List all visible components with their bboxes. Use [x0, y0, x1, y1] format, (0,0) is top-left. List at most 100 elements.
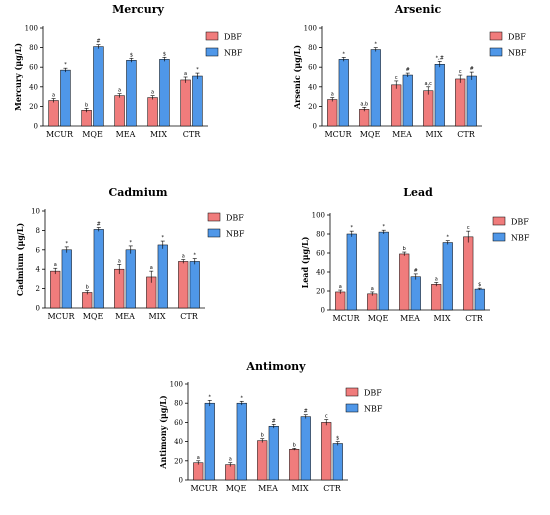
significance-label: c — [467, 225, 470, 231]
legend-swatch-dbf — [207, 212, 221, 222]
bar-nbf — [159, 59, 170, 127]
bar-nbf — [93, 229, 104, 309]
significance-label: a — [229, 457, 232, 463]
legend-label-nbf: NBF — [226, 230, 245, 239]
significance-label: a — [54, 262, 57, 268]
x-tick-label: CTR — [465, 314, 483, 323]
significance-label: # — [97, 221, 101, 227]
y-tick-label: 10 — [31, 208, 40, 216]
y-tick-label: 20 — [316, 288, 325, 296]
significance-label: * — [351, 225, 354, 231]
legend-label-nbf: NBF — [508, 49, 527, 58]
significance-label: * — [209, 394, 212, 400]
significance-label: * — [130, 240, 133, 246]
bar-nbf — [338, 59, 349, 127]
y-tick-label: 60 — [316, 250, 325, 258]
chart-title: Cadmium — [108, 186, 167, 199]
bar-nbf — [378, 231, 389, 311]
chart-title: Lead — [403, 186, 433, 199]
significance-label: * — [194, 253, 197, 259]
bar-nbf — [466, 75, 477, 127]
x-tick-label: MEA — [115, 312, 135, 321]
bar-nbf — [60, 69, 71, 127]
legend-swatch-nbf — [489, 47, 503, 57]
x-tick-label: MQE — [83, 312, 104, 321]
bar-nbf — [192, 75, 203, 127]
bar-nbf — [204, 402, 215, 481]
y-tick-label: 20 — [174, 457, 183, 465]
bar-nbf — [332, 443, 343, 481]
y-tick-label: 60 — [29, 64, 38, 72]
bar-dbf — [81, 110, 92, 127]
legend-swatch-nbf — [207, 228, 221, 238]
significance-label: * — [383, 224, 386, 230]
x-tick-label: MQE — [360, 130, 381, 139]
y-tick-label: 40 — [308, 83, 317, 91]
significance-label: a — [182, 254, 185, 260]
significance-label: a — [339, 284, 342, 290]
significance-label: a — [331, 92, 334, 98]
y-tick-label: 80 — [308, 44, 317, 52]
bar-dbf — [321, 422, 332, 481]
panel-arsenic: Arsenic Arsenic (μg/L) 0 20 40 60 80 100 MCUR a * M… — [292, 3, 527, 139]
bar-dbf — [359, 109, 370, 127]
legend-label-dbf: DBF — [226, 214, 244, 223]
bar-dbf — [327, 99, 338, 127]
y-tick-label: 0 — [36, 305, 40, 313]
y-tick-label: 40 — [29, 83, 38, 91]
bar-dbf — [399, 253, 410, 311]
x-tick-label: CTR — [180, 312, 198, 321]
chart-title: Antimony — [245, 360, 306, 373]
y-axis-label: Cadmium (μg/L) — [15, 223, 25, 296]
bar-nbf — [300, 416, 311, 481]
significance-label: a,b — [360, 101, 368, 107]
significance-label: * — [375, 42, 378, 48]
x-tick-label: MIX — [291, 484, 308, 493]
bar-dbf — [50, 270, 61, 309]
legend-label-dbf: DBF — [364, 389, 382, 398]
significance-label: b — [403, 246, 406, 252]
significance-label: a — [184, 71, 187, 77]
y-axis-label: Lead (μg/L) — [300, 236, 310, 288]
significance-label: a — [52, 93, 55, 99]
significance-label: # — [414, 268, 418, 274]
x-tick-label: MQE — [82, 130, 103, 139]
x-tick-label: MEA — [392, 130, 412, 139]
legend-label-nbf: NBF — [224, 49, 243, 58]
bar-dbf — [335, 291, 346, 311]
x-tick-label: MCUR — [332, 314, 360, 323]
y-axis-label: Antimony (μg/L) — [158, 395, 168, 470]
x-tick-label: CTR — [457, 130, 475, 139]
bar-nbf — [434, 64, 445, 127]
x-tick-label: MCUR — [190, 484, 218, 493]
y-axis-label: Mercury (μg/L) — [13, 43, 23, 111]
legend-swatch-dbf — [492, 216, 506, 226]
bar-nbf — [442, 242, 453, 311]
bar-dbf — [147, 97, 158, 127]
bar-dbf — [289, 449, 300, 481]
significance-label: $ — [478, 282, 481, 288]
y-tick-label: 80 — [29, 44, 38, 52]
chart-title: Arsenic — [394, 3, 442, 16]
x-tick-label: CTR — [323, 484, 341, 493]
y-tick-label: 80 — [174, 400, 183, 408]
significance-label: b — [261, 433, 264, 439]
x-tick-label: CTR — [183, 130, 201, 139]
bar-dbf — [82, 292, 93, 309]
x-tick-label: MCUR — [47, 312, 75, 321]
panel-antimony: Antimony Antimony (μg/L) 0 20 40 60 80 100 MCUR a… — [158, 360, 383, 493]
x-tick-label: MQE — [368, 314, 389, 323]
significance-label: b — [293, 442, 296, 448]
significance-label: a — [150, 265, 153, 271]
bar-nbf — [125, 249, 136, 309]
significance-label: $ — [130, 52, 133, 58]
x-tick-label: MIX — [148, 312, 165, 321]
bar-dbf — [225, 464, 236, 481]
legend-label-nbf: NBF — [511, 234, 530, 243]
bar-nbf — [236, 402, 247, 481]
x-tick-label: MIX — [425, 130, 442, 139]
bar-dbf — [48, 100, 59, 127]
significance-label: a — [118, 88, 121, 94]
y-tick-label: 20 — [308, 103, 317, 111]
